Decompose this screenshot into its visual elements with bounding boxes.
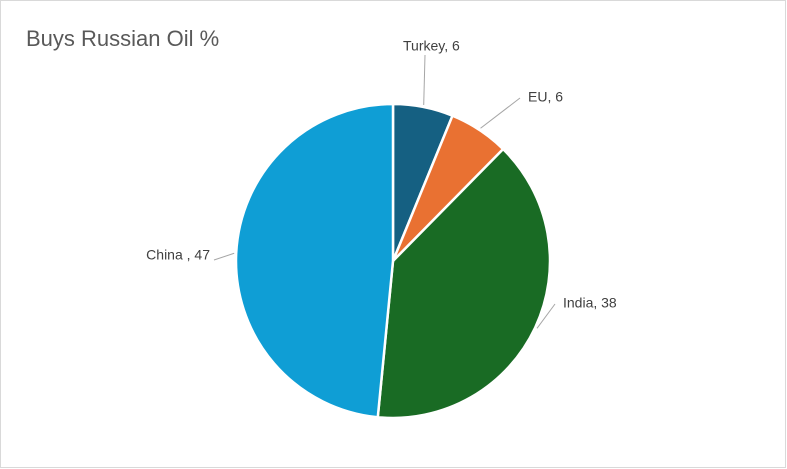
leader-line <box>480 97 521 129</box>
leader-line <box>423 54 426 106</box>
leader-line <box>213 252 235 261</box>
data-label: India, 38 <box>563 295 617 311</box>
pie-slice <box>234 102 395 419</box>
data-label: EU, 6 <box>528 89 563 105</box>
pie-slice <box>376 147 552 420</box>
data-label: Turkey, 6 <box>403 38 460 54</box>
data-label: China , 47 <box>146 247 210 263</box>
leader-line <box>536 303 556 329</box>
chart-title: Buys Russian Oil % <box>26 26 219 51</box>
